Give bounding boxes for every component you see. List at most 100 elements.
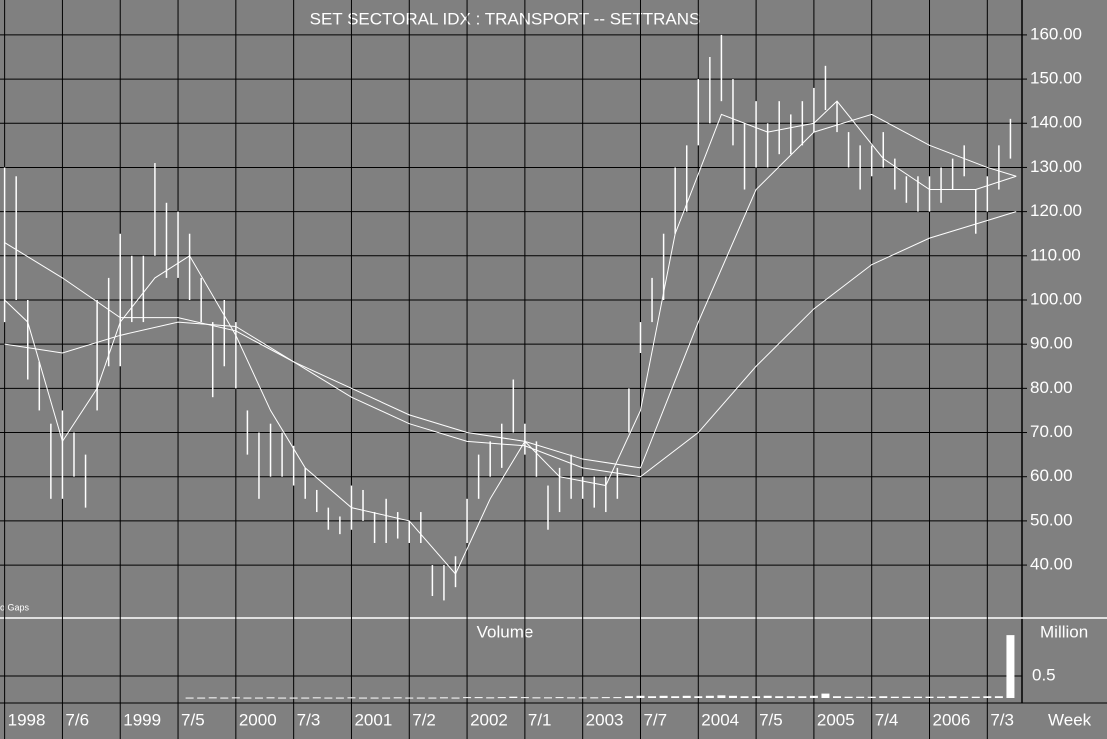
volume-bar (416, 697, 425, 699)
volume-bar (335, 697, 344, 699)
volume-bar (624, 696, 633, 698)
volume-bar (266, 697, 275, 699)
volume-bar (567, 697, 576, 699)
y-tick-label: 120.00 (1030, 201, 1082, 220)
y-tick-label: 70.00 (1030, 422, 1073, 441)
volume-bar (705, 695, 714, 698)
volume-bar (428, 697, 437, 699)
volume-bar (913, 696, 922, 698)
volume-bar (509, 696, 518, 698)
volume-bar (856, 696, 865, 698)
x-tick-label: 1999 (123, 710, 161, 729)
volume-bar (382, 697, 391, 699)
volume-bar (740, 696, 749, 698)
volume-bar (902, 696, 911, 698)
volume-bar (925, 696, 934, 698)
volume-bar (717, 695, 726, 698)
x-tick-label: 7/4 (875, 710, 899, 729)
x-tick-label: 2006 (933, 710, 971, 729)
volume-bar (289, 697, 298, 699)
y-tick-label: 50.00 (1030, 510, 1073, 529)
annotation: o Gaps (0, 602, 30, 612)
volume-bar (752, 696, 761, 698)
volume-bar (278, 697, 287, 699)
volume-bar (798, 696, 807, 698)
volume-bar (682, 695, 691, 698)
y-tick-label: 80.00 (1030, 378, 1073, 397)
x-tick-label: 7/5 (181, 710, 205, 729)
volume-bar (879, 696, 888, 698)
volume-bar (601, 697, 610, 699)
volume-bar (948, 696, 957, 698)
x-tick-label: 7/7 (643, 710, 667, 729)
volume-bar (937, 696, 946, 698)
volume-bar (867, 696, 876, 698)
x-tick-label: 7/2 (412, 710, 436, 729)
y-tick-label: 160.00 (1030, 24, 1082, 43)
volume-bar (983, 696, 992, 698)
volume-bar (359, 697, 368, 699)
x-tick-label: 2005 (817, 710, 855, 729)
x-axis-label: Week (1048, 710, 1092, 729)
volume-bar (960, 696, 969, 698)
volume-bar (775, 696, 784, 698)
volume-bar (613, 697, 622, 699)
y-tick-label: 110.00 (1030, 245, 1081, 264)
volume-bar (520, 697, 529, 699)
volume-bar (578, 697, 587, 699)
volume-bar (590, 697, 599, 699)
moving-average (4, 113, 1017, 469)
volume-bar (370, 697, 379, 699)
volume-bar (220, 697, 229, 699)
moving-average (4, 100, 1017, 575)
volume-bar (474, 697, 483, 699)
x-tick-label: 7/5 (759, 710, 783, 729)
volume-bar (833, 696, 842, 698)
x-tick-label: 2002 (470, 710, 508, 729)
volume-bar (648, 696, 657, 698)
y-tick-label: 60.00 (1030, 466, 1073, 485)
x-tick-label: 7/1 (528, 710, 552, 729)
y-tick-label: 130.00 (1030, 157, 1082, 176)
axis-unit: Million (1040, 622, 1088, 641)
volume-bar (231, 697, 240, 699)
volume-bar (532, 697, 541, 699)
volume-bar (185, 697, 194, 699)
volume-bar (497, 697, 506, 699)
y-tick-label: 140.00 (1030, 113, 1082, 132)
volume-bar (393, 697, 402, 699)
volume-bar (890, 696, 899, 698)
volume-bar (451, 697, 460, 699)
volume-bar (405, 697, 414, 699)
y-tick-label: 90.00 (1030, 334, 1073, 353)
y-tick-label: 0.5 (1032, 665, 1056, 684)
moving-average (4, 211, 1017, 478)
volume-bar (728, 695, 737, 698)
volume-bar (809, 695, 818, 698)
volume-bar (463, 697, 472, 699)
volume-bar (994, 696, 1003, 698)
volume-bar (844, 696, 853, 698)
volume-bar (312, 697, 321, 699)
volume-bar (197, 697, 206, 699)
volume-bar (1006, 635, 1015, 698)
volume-bar (208, 697, 217, 699)
volume-bar (486, 697, 495, 699)
x-tick-label: 1998 (8, 710, 46, 729)
y-tick-label: 100.00 (1030, 289, 1082, 308)
x-tick-label: 7/3 (297, 710, 321, 729)
volume-bar (636, 695, 645, 698)
volume-bar (324, 697, 333, 699)
y-tick-label: 150.00 (1030, 69, 1082, 88)
volume-bar (694, 696, 703, 698)
volume-bar (555, 697, 564, 699)
x-tick-label: 7/3 (990, 710, 1014, 729)
volume-bar (254, 697, 263, 699)
volume-bar (671, 696, 680, 698)
x-tick-label: 2001 (354, 710, 392, 729)
x-tick-label: 7/6 (65, 710, 89, 729)
volume-bar (763, 695, 772, 698)
